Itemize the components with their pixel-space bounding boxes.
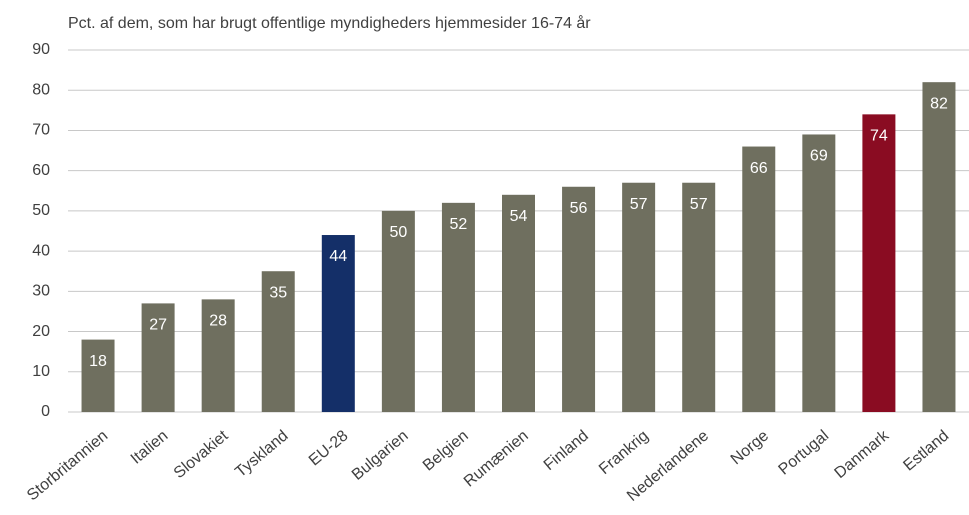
bar bbox=[862, 114, 896, 412]
bar bbox=[201, 299, 235, 412]
x-tick-label: Belgien bbox=[420, 427, 472, 474]
x-tick-label: Rumænien bbox=[461, 427, 532, 490]
value-label: 74 bbox=[870, 128, 888, 145]
bar bbox=[441, 202, 475, 412]
x-tick-label: Norge bbox=[728, 427, 772, 468]
y-tick-label: 80 bbox=[32, 81, 50, 98]
value-label: 57 bbox=[630, 196, 648, 213]
x-tick-label: Frankrig bbox=[596, 427, 652, 478]
x-tick-label: EU-28 bbox=[306, 427, 352, 469]
chart-title: Pct. af dem, som har brugt offentlige my… bbox=[68, 14, 591, 32]
bar bbox=[81, 339, 115, 412]
value-label: 18 bbox=[89, 353, 107, 370]
value-label: 56 bbox=[570, 200, 588, 217]
x-tick-label: Tyskland bbox=[232, 427, 291, 481]
y-tick-label: 10 bbox=[32, 363, 50, 380]
value-label: 54 bbox=[510, 208, 528, 225]
x-tick-label: Bulgarien bbox=[349, 427, 412, 483]
y-tick-label: 60 bbox=[32, 162, 50, 179]
bar bbox=[682, 182, 716, 412]
bar bbox=[922, 82, 956, 412]
value-label: 28 bbox=[209, 313, 227, 330]
bar bbox=[321, 235, 355, 412]
value-label: 66 bbox=[750, 160, 768, 177]
value-label: 82 bbox=[930, 95, 948, 112]
bar bbox=[141, 303, 175, 412]
value-label: 69 bbox=[810, 148, 828, 165]
y-tick-label: 20 bbox=[32, 323, 50, 340]
x-tick-label: Danmark bbox=[832, 427, 893, 482]
value-label: 50 bbox=[389, 224, 407, 241]
x-tick-label: Estland bbox=[900, 427, 952, 474]
y-tick-label: 50 bbox=[32, 202, 50, 219]
bar bbox=[802, 134, 836, 412]
y-tick-label: 70 bbox=[32, 122, 50, 139]
bar bbox=[742, 146, 776, 413]
bar bbox=[562, 186, 596, 412]
y-tick-label: 90 bbox=[32, 41, 50, 58]
bar bbox=[381, 210, 415, 412]
x-tick-label: Portugal bbox=[776, 427, 833, 478]
value-label: 57 bbox=[690, 196, 708, 213]
value-label: 44 bbox=[329, 248, 347, 265]
bar bbox=[261, 271, 295, 412]
value-label: 52 bbox=[450, 216, 468, 233]
x-tick-label: Slovakiet bbox=[171, 427, 232, 482]
x-tick-label: Finland bbox=[541, 427, 592, 474]
bar bbox=[622, 182, 656, 412]
x-tick-label: Storbritannien bbox=[24, 427, 111, 504]
bar bbox=[502, 194, 535, 412]
value-label: 27 bbox=[149, 317, 167, 334]
x-tick-label: Italien bbox=[128, 427, 172, 467]
y-tick-label: 40 bbox=[32, 242, 50, 259]
value-label: 35 bbox=[269, 284, 287, 301]
y-tick-label: 30 bbox=[32, 283, 50, 300]
y-tick-label: 0 bbox=[41, 403, 50, 420]
